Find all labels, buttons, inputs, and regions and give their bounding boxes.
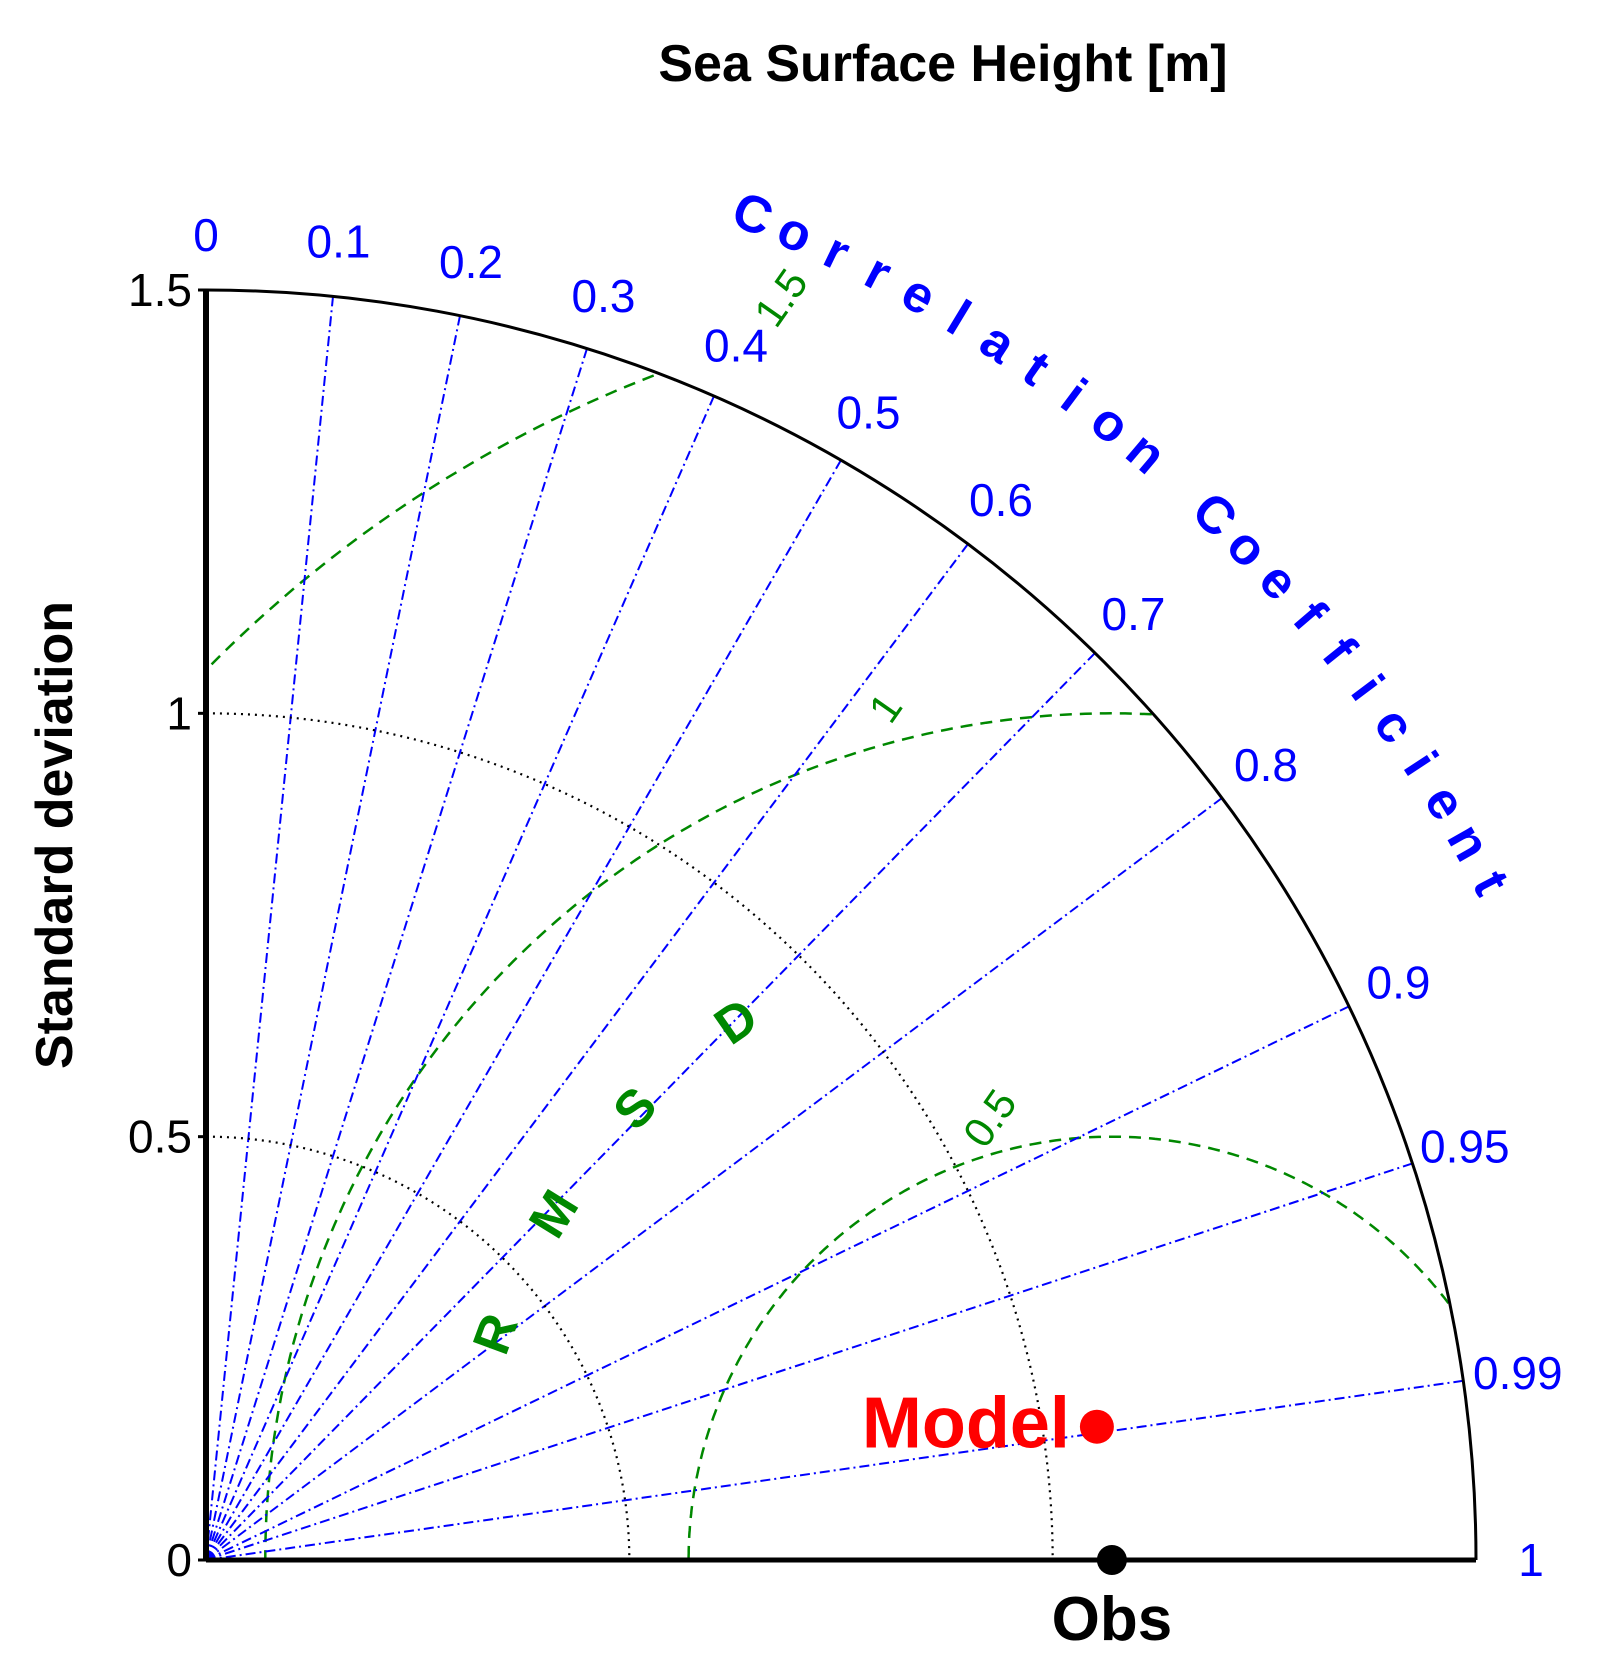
correlation-label-letter: i: [1392, 742, 1448, 786]
correlation-label-letter: a: [970, 311, 1027, 376]
correlation-lines: [205, 296, 1464, 1561]
correlation-label-letter: l: [937, 290, 979, 347]
obs-point: [1096, 1545, 1127, 1575]
rmsd-label-letter: R: [462, 1306, 529, 1361]
correlation-line: [205, 652, 1096, 1561]
correlation-tick-label: 0.9: [1367, 956, 1431, 1008]
std-arcs: [205, 712, 1054, 1561]
correlation-line: [205, 315, 461, 1561]
correlation-label-letter: r: [856, 243, 901, 304]
correlation-label-letter: f: [1282, 591, 1338, 642]
correlation-line: [205, 1162, 1413, 1561]
rmsd-label-letter: S: [602, 1076, 668, 1141]
correlation-label-letter: i: [1340, 665, 1395, 711]
correlation-tick-label: 0.7: [1102, 588, 1166, 640]
rmsd-label-letter: M: [518, 1181, 590, 1248]
correlation-tick-label: 1: [1518, 1534, 1544, 1586]
correlation-tick-label: 0.1: [307, 216, 371, 268]
model-label: Model: [862, 1384, 1070, 1464]
correlation-tick-label: 0.5: [837, 387, 901, 439]
std-tick-label: 0.5: [128, 1111, 192, 1163]
std-tick-label: 0: [166, 1534, 192, 1586]
correlation-line: [205, 797, 1223, 1561]
correlation-tick-label: 0.4: [704, 320, 768, 372]
correlation-label-letter: n: [1435, 814, 1501, 870]
correlation-line: [205, 395, 715, 1561]
correlation-label-letter: t: [1012, 340, 1059, 397]
rmsd-contours: [206, 374, 1450, 1560]
y-axis-label: Standard deviation: [26, 601, 84, 1069]
correlation-tick-label: 0.95: [1420, 1120, 1510, 1172]
correlation-label-letter: i: [1050, 368, 1096, 423]
plot-frame: [203, 288, 1478, 1563]
rmsd-contour: [264, 712, 1152, 1560]
correlation-tick-label: 0.99: [1473, 1347, 1563, 1399]
data-points: Model Obs: [862, 1384, 1172, 1654]
std-tick-labels: 0 0.5 1 1.5: [128, 264, 206, 1586]
model-point: [1079, 1409, 1114, 1444]
obs-label: Obs: [1052, 1585, 1173, 1654]
chart-title: Sea Surface Height [m]: [658, 35, 1227, 93]
std-tick-label: 1.5: [128, 264, 192, 316]
correlation-tick-label: 0.8: [1234, 739, 1298, 791]
correlation-label-letter: e: [1413, 775, 1478, 830]
correlation-tick-label: 0: [193, 209, 219, 261]
std-arc: [205, 1135, 631, 1561]
rmsd-contour: [687, 1135, 1450, 1560]
correlation-line: [205, 348, 588, 1561]
correlation-label-letter: c: [1362, 697, 1426, 754]
correlation-label-letter: f: [1311, 627, 1368, 677]
correlation-label-letter: t: [1461, 862, 1520, 904]
rmsd-label-letter: D: [704, 987, 768, 1056]
correlation-label-letter: C: [724, 181, 781, 249]
correlation-line: [205, 459, 842, 1561]
std-tick-label: 1: [166, 687, 192, 739]
correlation-line: [205, 1379, 1464, 1561]
correlation-line: [205, 543, 969, 1561]
correlation-label-letter: e: [892, 263, 946, 328]
correlation-tick-label: 0.3: [572, 270, 636, 322]
outer-arc: [205, 288, 1478, 1561]
rmsd-contour-label: 1: [859, 685, 911, 731]
rmsd-axis-label: R MSD: [462, 987, 768, 1361]
correlation-tick-label: 0.2: [439, 236, 503, 288]
correlation-label-letter: o: [769, 200, 822, 266]
rmsd-contour: [206, 374, 655, 670]
correlation-tick-labels: 0 0.1 0.2 0.3 0.4 0.5 0.6 0.7 0.8 0.9 0.95 0.99 1: [193, 209, 1562, 1586]
correlation-label-letter: r: [815, 222, 858, 283]
correlation-line: [205, 1005, 1350, 1561]
correlation-line: [205, 296, 334, 1561]
rmsd-contour-label: 0.5: [954, 1081, 1026, 1156]
correlation-tick-label: 0.6: [969, 474, 1033, 526]
